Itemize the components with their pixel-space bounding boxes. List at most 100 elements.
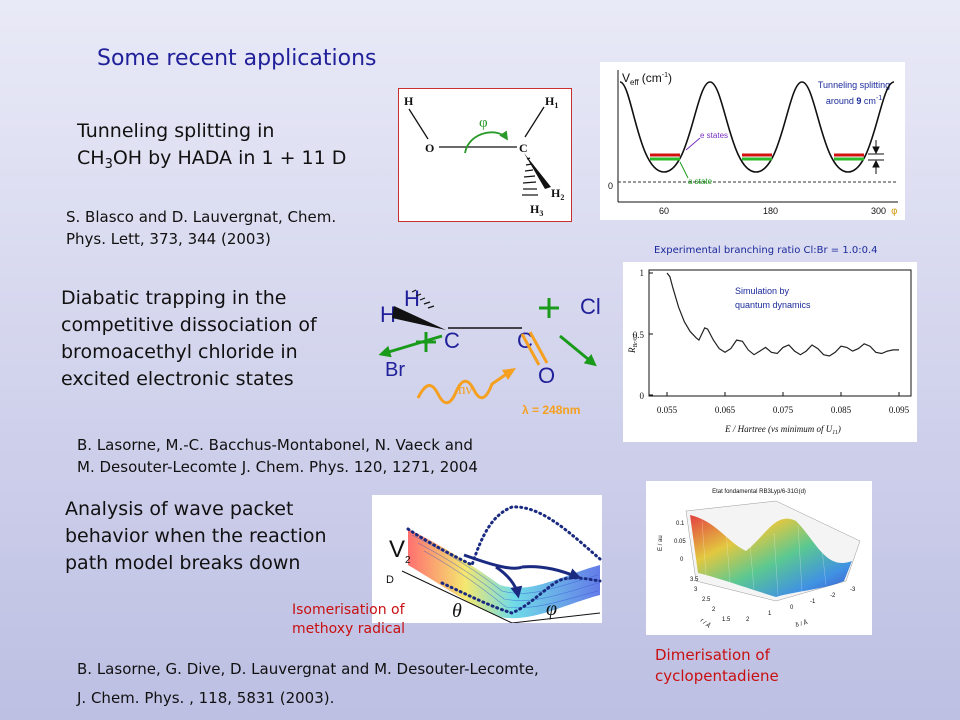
blasco-ref-line-1: S. Blasco and D. Lauvergnat, Chem. [66,208,337,226]
lasorne-2003-reference: B. Lasorne, G. Dive, D. Lauvergnat and M… [77,655,539,713]
dimerisation-label: Dimerisation of cyclopentadiene [655,645,779,687]
d-tick-0: 0 [790,605,794,611]
e-states-label: e states [700,131,728,140]
dimerisation-line-1: Dimerisation of [655,646,770,664]
x-tick-300: 300 [871,206,886,216]
isomerisation-label: Isomerisation of methoxy radical [292,601,405,639]
dimerisation-line-2: cyclopentadiene [655,667,779,685]
y-tick-05: 0.5 [633,330,645,340]
ratio-curve-group [666,272,899,357]
d-tick-m1: -1 [810,599,816,605]
z-tick-0: 0 [680,557,684,563]
svg-text:around 9 cm-1: around 9 cm-1 [826,95,882,106]
x-tick-0075: 0.075 [773,405,794,415]
lasorne-2003-ref-line-1: B. Lasorne, G. Dive, D. Lauvergnat and M… [77,660,539,678]
d-tick-2: 2 [746,617,750,623]
svg-text:H2: H2 [551,186,564,202]
slide-title: Some recent applications [97,46,377,71]
ratio-ylabel: R [627,347,637,354]
x-tick-60: 60 [659,206,669,216]
o-atom: O [538,363,555,388]
wave-packet-line-2: behavior when the reaction [65,525,327,547]
dimerisation-surface-plot: Etat fondamental RB3Lyp/6-31G(d) 0.1 0.0… [646,481,872,635]
splitting-annotation-line-1: Tunneling splitting [818,80,890,90]
h2-label: H [551,186,561,200]
r-tick-2: 2 [712,607,716,613]
lasorne-2003-ref-line-2: J. Chem. Phys. , 118, 5831 (2003). [77,689,335,707]
svg-text:H1: H1 [545,94,558,110]
wave-packet-line-1: Analysis of wave packet [65,498,294,520]
tunneling-heading: Tunneling splitting in CH3OH by HADA in … [77,118,346,178]
x-tick-0095: 0.095 [889,405,910,415]
svg-text:RBr/Cl: RBr/Cl [627,334,639,354]
diabatic-line-3: bromoacethyl chloride in [61,341,298,363]
branching-ratio-plot: 1 0.5 0 RBr/Cl 0.055 0.065 0.075 0.085 0… [623,262,917,442]
blasco-reference: S. Blasco and D. Lauvergnat, Chem. Phys.… [66,206,336,250]
isomerisation-line-1: Isomerisation of [292,602,405,618]
h1-label: H [545,94,555,108]
z-tick-005: 0.05 [674,539,686,545]
diabatic-line-1: Diabatic trapping in the [61,287,287,309]
simulation-label-line-1: Simulation by [735,286,790,296]
y-tick-zero: 0 [608,181,613,191]
z-tick-01: 0.1 [676,521,685,527]
dimer-plot-title: Etat fondamental RB3Lyp/6-31G(d) [712,489,806,495]
diabatic-line-4: excited electronic states [61,368,294,390]
br-atom: Br [385,359,405,381]
d-tick-1: 1 [768,611,772,617]
bromoacetyl-chloride-structure: H H C C Cl Br O hν λ = 248nm [378,286,601,417]
phi-axis-symbol: φ [546,598,557,620]
x-tick-0055: 0.055 [657,405,678,415]
lasorne-2004-ref-line-1: B. Lasorne, M.-C. Bacchus-Montabonel, N.… [77,436,473,454]
h1-atom: H [380,302,396,327]
r-tick-15: 1.5 [722,617,731,623]
isomerisation-line-2: methoxy radical [292,621,406,637]
experimental-ratio-note: Experimental branching ratio Cl:Br = 1.0… [654,245,878,256]
tunneling-potential-plot: Veff (cm-1) 0 60 180 300 φ Tunneling spli… [600,62,905,220]
d-label: D [386,574,394,586]
diabatic-heading: Diabatic trapping in the competitive dis… [61,285,317,393]
ratio-xlabel: E / Hartree (vs minimum of U [724,424,833,434]
r-tick-3: 3 [694,587,698,593]
r-tick-35: 3.5 [690,577,699,583]
x-tick-0085: 0.085 [831,405,852,415]
wave-packet-line-3: path model breaks down [65,552,301,574]
c-label: C [519,141,528,155]
x-tick-0065: 0.065 [715,405,736,415]
d-axis-label: δ / Å [795,619,809,629]
svg-text:H3: H3 [530,202,543,218]
hnu-label: hν [458,382,473,398]
h2-atom: H [404,286,420,311]
phi-label: φ [479,115,488,131]
wave-packet-heading: Analysis of wave packet behavior when th… [65,496,327,577]
r-tick-25: 2.5 [702,597,711,603]
methanol-structure: H O C H1 H2 H3 φ [398,88,572,222]
d-tick-m3: -3 [850,587,856,593]
cl-atom: Cl [580,294,601,319]
lasorne-2004-ref-line-2: M. Desouter-Lecomte J. Chem. Phys. 120, … [77,458,478,476]
blasco-ref-line-2: Phys. Lett, 373, 344 (2003) [66,230,271,248]
d-tick-m2: -2 [830,593,836,599]
v-label: V2 [389,536,411,566]
h-left-label: H [404,94,414,108]
tunneling-line-2: CH3OH by HADA in 1 + 11 D [77,147,347,172]
h3-label: H [530,202,540,216]
diabatic-line-2: competitive dissociation of [61,314,317,336]
ratio-curve-line [666,272,899,357]
svg-text:Veff(cm-1): Veff (cm-1) [622,71,672,87]
z-axis-label: E / au [658,535,664,551]
wavelength-label: λ = 248nm [522,403,580,417]
wave-packet-surface: V2 D θ φ [372,495,602,623]
lasorne-2004-reference: B. Lasorne, M.-C. Bacchus-Montabonel, N.… [77,434,478,478]
a-state-label: a state [688,177,713,186]
r-axis-label: r / Å [699,617,712,629]
o-label: O [425,141,434,155]
x-tick-180: 180 [763,206,778,216]
y-tick-1: 1 [640,268,645,278]
simulation-label-line-2: quantum dynamics [735,300,811,310]
theta-label: θ [452,600,462,622]
tunneling-line-1: Tunneling splitting in [77,120,275,142]
y-tick-0: 0 [640,391,645,401]
c1-atom: C [444,328,460,353]
svg-text:E / Hartree (vs minimum of U1: E / Hartree (vs minimum of U11) [724,424,841,436]
